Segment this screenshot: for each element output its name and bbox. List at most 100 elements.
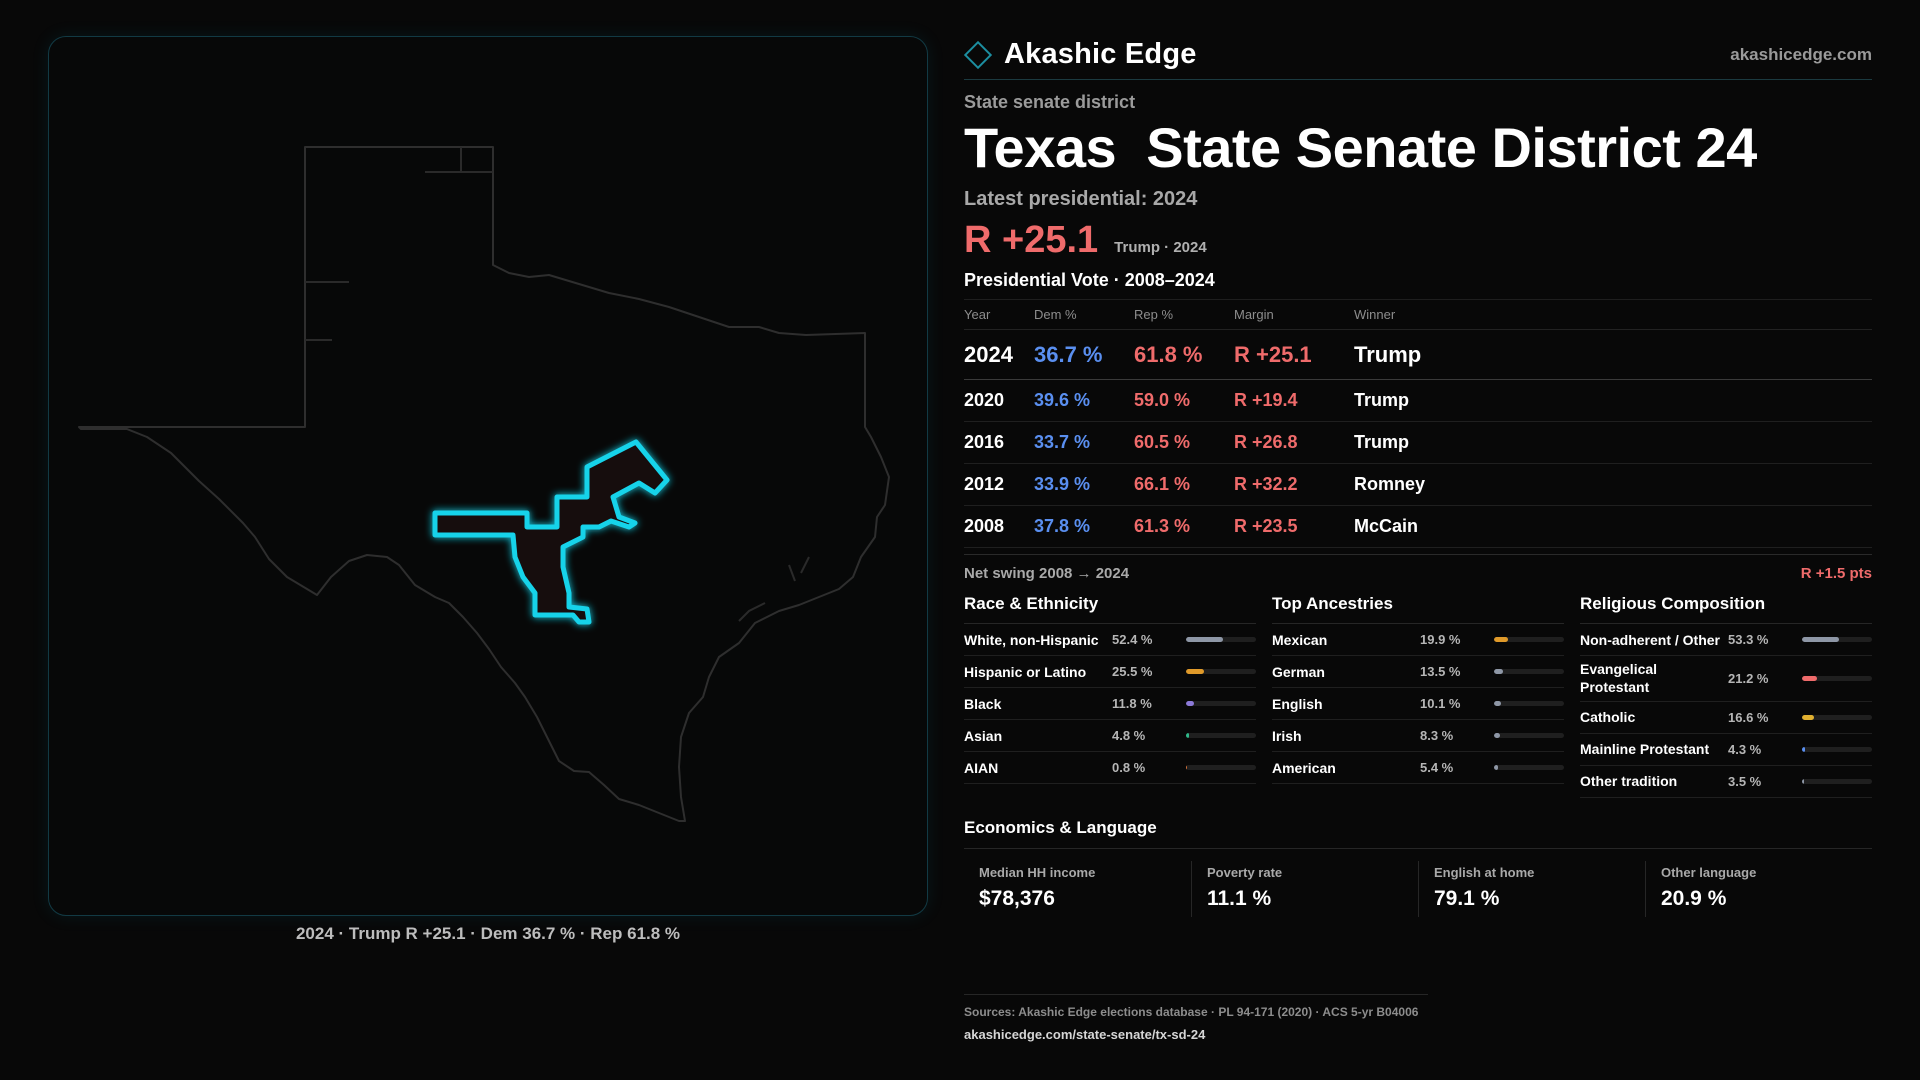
econ-value: 79.1 % bbox=[1433, 886, 1500, 910]
demo-value: 11.8 % bbox=[1112, 696, 1152, 712]
demo-bar bbox=[1186, 765, 1256, 771]
cell-year: 2012 bbox=[964, 463, 1034, 507]
demo-label: English bbox=[1272, 695, 1323, 712]
table-row[interactable]: 2020 39.6 % 59.0 % R +19.4 Trump bbox=[964, 379, 1872, 423]
district-outline[interactable] bbox=[432, 439, 670, 625]
demo-row: AIAN 0.8 % bbox=[964, 752, 1256, 785]
demo-bar bbox=[1494, 669, 1564, 675]
demo-value: 0.8 % bbox=[1112, 760, 1146, 776]
content: Akashic Edge akashicedge.com State senat… bbox=[963, 30, 1872, 917]
table-row[interactable]: 2016 33.7 % 60.5 % R +26.8 Trump bbox=[964, 421, 1872, 465]
demo-value: 8.3 % bbox=[1420, 728, 1454, 744]
cell-dem: 37.8 % bbox=[1034, 505, 1134, 549]
economics-title: Economics & Language bbox=[964, 818, 1872, 849]
demo-bar-fill bbox=[1186, 733, 1190, 739]
map-caption: 2024 · Trump R +25.1 · Dem 36.7 % · Rep … bbox=[295, 924, 681, 943]
table-row[interactable]: 2012 33.9 % 66.1 % R +32.2 Romney bbox=[964, 463, 1872, 507]
demo-value: 52.4 % bbox=[1112, 632, 1153, 648]
demo-value: 25.5 % bbox=[1112, 664, 1153, 680]
brand[interactable]: Akashic Edge bbox=[963, 38, 1197, 71]
table-row[interactable]: 2024 36.7 % 61.8 % R +25.1 Trump bbox=[964, 329, 1872, 381]
demo-row: Mexican 19.9 % bbox=[1272, 624, 1564, 657]
latest-margin: R +25.1 bbox=[964, 218, 1099, 261]
demo-row: Other tradition 3.5 % bbox=[1580, 766, 1872, 798]
econ-value: 11.1 % bbox=[1206, 886, 1272, 910]
cell-year: 2008 bbox=[964, 505, 1034, 549]
net-swing-row: Net swing 2008 → 2024 R +1.5 pts bbox=[964, 554, 1872, 582]
brand-row: Akashic Edge akashicedge.com bbox=[963, 30, 1872, 80]
coastline bbox=[738, 556, 810, 622]
demo-bar-fill bbox=[1802, 675, 1817, 681]
cell-dem: 33.9 % bbox=[1034, 463, 1134, 507]
diamond-logo-icon bbox=[963, 40, 993, 69]
demo-bar bbox=[1186, 733, 1256, 739]
econ-stat: English at home 79.1 % bbox=[1417, 860, 1645, 917]
votes-header-row: Year Dem % Rep % Margin Winner bbox=[964, 299, 1872, 331]
cell-margin: R +19.4 bbox=[1234, 379, 1354, 423]
site-domain-link[interactable]: akashicedge.com bbox=[1730, 44, 1872, 64]
demo-value: 16.6 % bbox=[1728, 709, 1769, 725]
cell-winner: Trump bbox=[1354, 379, 1872, 423]
demo-bar-fill bbox=[1802, 637, 1840, 643]
sources-text: Sources: Akashic Edge elections database… bbox=[964, 1005, 1419, 1019]
col-rep: Rep % bbox=[1134, 299, 1234, 331]
demo-row: Mainline Protestant 4.3 % bbox=[1580, 734, 1872, 766]
source-url-link[interactable]: akashicedge.com/state-senate/tx-sd-24 bbox=[964, 1027, 1206, 1042]
demo-bar bbox=[1802, 778, 1872, 784]
demo-bar-fill bbox=[1186, 669, 1204, 675]
cell-year: 2020 bbox=[964, 379, 1034, 423]
net-swing-value: R +1.5 pts bbox=[1800, 565, 1872, 583]
page-title: Texas State Senate District 24 bbox=[964, 116, 1757, 179]
demo-bar-fill bbox=[1802, 778, 1805, 784]
cell-winner: Romney bbox=[1354, 463, 1872, 507]
demo-label: Other tradition bbox=[1580, 773, 1678, 790]
demo-bar-fill bbox=[1494, 701, 1502, 707]
ancestries-title: Top Ancestries bbox=[1272, 594, 1564, 625]
cell-winner: McCain bbox=[1354, 505, 1872, 549]
demo-bar bbox=[1186, 637, 1256, 643]
econ-label: English at home bbox=[1433, 864, 1535, 880]
demo-label: Mainline Protestant bbox=[1580, 741, 1710, 758]
cell-margin: R +25.1 bbox=[1234, 329, 1354, 381]
cell-year: 2024 bbox=[964, 329, 1034, 381]
religion-panel: Religious Composition Non-adherent / Oth… bbox=[1580, 594, 1872, 798]
demo-row: Irish 8.3 % bbox=[1272, 720, 1564, 753]
cell-rep: 61.3 % bbox=[1134, 505, 1234, 549]
district-map[interactable] bbox=[49, 37, 929, 917]
demo-row: Hispanic or Latino 25.5 % bbox=[964, 656, 1256, 689]
demo-bar-fill bbox=[1186, 637, 1223, 643]
brand-name: Akashic Edge bbox=[1004, 38, 1197, 70]
econ-label: Median HH income bbox=[979, 864, 1096, 880]
economics-grid: Median HH income $78,376 Poverty rate 11… bbox=[964, 860, 1872, 917]
econ-label: Other language bbox=[1660, 864, 1757, 880]
col-winner: Winner bbox=[1354, 299, 1872, 331]
religion-title: Religious Composition bbox=[1580, 594, 1872, 625]
cell-dem: 33.7 % bbox=[1034, 421, 1134, 465]
demo-row: American 5.4 % bbox=[1272, 752, 1564, 785]
demo-value: 53.3 % bbox=[1728, 632, 1769, 648]
demo-label: Black bbox=[964, 695, 1002, 712]
demo-bar-fill bbox=[1494, 765, 1498, 771]
econ-value: $78,376 bbox=[979, 886, 1055, 910]
col-year: Year bbox=[964, 299, 1034, 331]
latest-presidential-label: Latest presidential: 2024 bbox=[964, 187, 1198, 210]
demo-value: 10.1 % bbox=[1420, 696, 1461, 712]
econ-stat: Other language 20.9 % bbox=[1644, 860, 1872, 917]
cell-margin: R +23.5 bbox=[1234, 505, 1354, 549]
cell-rep: 61.8 % bbox=[1134, 329, 1234, 381]
table-row[interactable]: 2008 37.8 % 61.3 % R +23.5 McCain bbox=[964, 505, 1872, 549]
demo-bar-fill bbox=[1802, 746, 1805, 752]
cell-rep: 60.5 % bbox=[1134, 421, 1234, 465]
demo-row: Evangelical Protestant 21.2 % bbox=[1580, 656, 1872, 702]
demo-bar bbox=[1802, 746, 1872, 752]
econ-stat: Poverty rate 11.1 % bbox=[1190, 860, 1418, 917]
margin-row: R +25.1 Trump · 2024 bbox=[964, 219, 1872, 262]
votes-table-title: Presidential Vote · 2008–2024 bbox=[964, 270, 1872, 300]
demo-value: 4.8 % bbox=[1112, 728, 1146, 744]
demo-bar bbox=[1494, 637, 1564, 643]
demo-label: Mexican bbox=[1272, 631, 1328, 648]
demo-row: German 13.5 % bbox=[1272, 656, 1564, 689]
net-swing-label: Net swing 2008 → 2024 bbox=[964, 565, 1130, 583]
latest-margin-note: Trump · 2024 bbox=[1114, 238, 1207, 256]
demo-bar-fill bbox=[1186, 765, 1188, 771]
